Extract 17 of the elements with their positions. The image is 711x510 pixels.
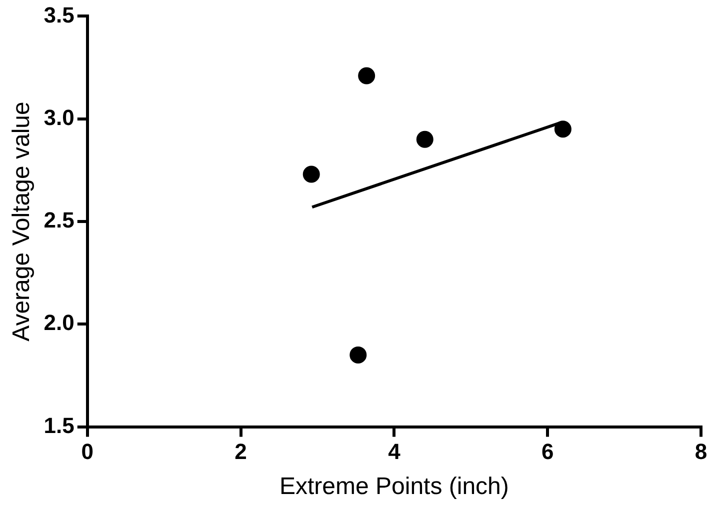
point xyxy=(416,130,434,148)
x-tick-label: 2 xyxy=(234,439,247,464)
x-tick-label: 8 xyxy=(694,439,708,464)
x-tick-label: 4 xyxy=(388,439,402,464)
point xyxy=(350,346,367,364)
x-axis-title: Extreme Points (inch) xyxy=(279,473,509,500)
x-tick-label: 6 xyxy=(541,439,554,464)
point xyxy=(302,166,320,183)
y-tick-label: 3.0 xyxy=(44,104,74,130)
y-tick-label: 1.5 xyxy=(44,412,74,438)
y-tick-label: 2.5 xyxy=(44,208,74,233)
x-tick-label: 0 xyxy=(81,439,94,464)
y-tick-label: 2.0 xyxy=(44,310,74,336)
y-tick-label: 3.5 xyxy=(44,2,74,28)
point xyxy=(554,120,572,138)
point xyxy=(358,67,376,84)
y-axis-title: Average Voltage value xyxy=(8,102,36,342)
